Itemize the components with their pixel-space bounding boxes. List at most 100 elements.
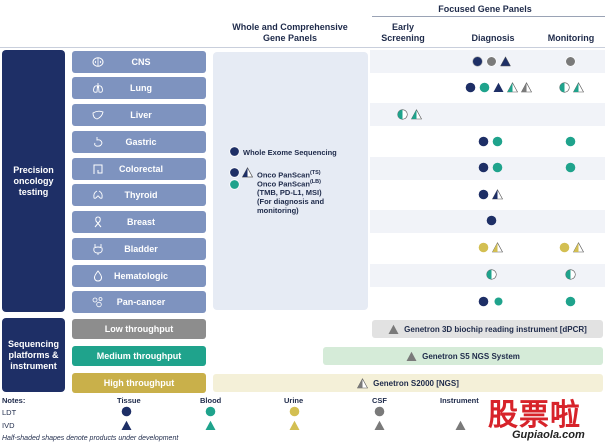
onco-lb-sup: (LB) xyxy=(309,179,321,185)
high-instrument-bar: Genetron S2000 [NGS] xyxy=(213,374,603,392)
cns-diag-tissue-ldt xyxy=(472,56,483,67)
high-throughput-label: High throughput xyxy=(72,373,206,393)
pancancer-diag-blood-ldt xyxy=(494,297,505,308)
notes-title: Notes: xyxy=(2,396,26,405)
cancer-label: Gastric xyxy=(125,137,157,147)
bladder-mon-urine-ldt xyxy=(559,242,570,253)
notes-footnote: Half-shaded shapes denote products under… xyxy=(2,435,179,442)
precision-oncology-label: Precision oncology testing xyxy=(13,164,54,197)
notes-csf: CSF xyxy=(372,396,387,405)
legend-blood-ivd xyxy=(205,420,216,431)
cancer-colorectal[interactable]: Colorectal xyxy=(72,158,206,180)
pancancer-diag-tissue-ldt xyxy=(478,296,489,307)
cancer-liver[interactable]: Liver xyxy=(72,104,206,126)
thyroid-diag-tissue-ldt xyxy=(478,189,489,200)
bladder-diag-urine-ldt xyxy=(478,242,489,253)
instrument-ivd-icon xyxy=(388,324,399,335)
pancancer-mon-blood-ldt xyxy=(565,296,576,307)
cancer-label: CNS xyxy=(131,57,151,67)
legend-tissue-ivd xyxy=(121,420,132,431)
onco-note-1: (For diagnosis and xyxy=(257,197,325,206)
header-monitoring: Monitoring xyxy=(547,33,595,43)
watermark-chinese: 股票啦 xyxy=(488,398,581,433)
lung-diag-tissue-ldt xyxy=(465,82,476,93)
header-divider xyxy=(372,16,605,17)
liver-early-blood-ldt-dev xyxy=(397,109,408,120)
hematologic-mon-blood-ldt-dev xyxy=(565,269,576,280)
cancer-thyroid[interactable]: Thyroid xyxy=(72,184,206,206)
onco-ts-name: Onco PanScan xyxy=(257,170,310,180)
colon-icon xyxy=(92,163,104,175)
cancer-breast[interactable]: Breast xyxy=(72,211,206,233)
lung-diag-blood-ldt xyxy=(479,82,490,93)
colorectal-mon-blood-ldt xyxy=(565,162,576,173)
legend-csf-ldt xyxy=(374,406,385,417)
gastric-mon-blood-ldt xyxy=(565,136,576,147)
cancer-gastric[interactable]: Gastric xyxy=(72,131,206,153)
header-bottom-line xyxy=(0,47,605,48)
cancer-label: Hematologic xyxy=(113,271,168,281)
onco-note-2: monitoring) xyxy=(257,206,299,215)
onco-ts-sup: (TS) xyxy=(309,170,321,176)
wes-tissue-ldt-marker xyxy=(229,146,240,157)
thyroid-icon xyxy=(92,189,104,201)
legend-urine-ivd xyxy=(289,420,300,431)
header-diagnosis: Diagnosis xyxy=(471,33,515,43)
header-whole: Whole and Comprehensive Gene Panels xyxy=(232,22,348,43)
whole-panel-box xyxy=(213,52,368,310)
notes-ivd: IVD xyxy=(2,421,15,430)
onco-tissue-ldt-marker xyxy=(229,167,240,178)
liver-early-blood-ivd-dev xyxy=(411,109,422,120)
cancer-label: Lung xyxy=(130,83,152,93)
sequencing-platforms-label: Sequencing platforms & instrument xyxy=(7,338,59,371)
onco-lb-label: Onco PanScan(LB) xyxy=(257,178,321,189)
low-instrument-label: Genetron 3D biochip reading instrument [… xyxy=(404,324,587,334)
legend-blood-ldt xyxy=(205,406,216,417)
medium-instrument-label: Genetron S5 NGS System xyxy=(422,351,520,361)
cns-diag-tissue-ivd xyxy=(500,56,511,67)
cancer-pan-cancer[interactable]: Pan-cancer xyxy=(72,291,206,313)
onco-ts-label: Onco PanScan(TS) xyxy=(257,169,321,180)
breast-diag-tissue-ldt xyxy=(486,215,497,226)
notes-tissue: Tissue xyxy=(117,396,141,405)
gastric-diag-blood-ldt xyxy=(492,136,503,147)
cancer-cns[interactable]: CNS xyxy=(72,51,206,73)
lung-diag-blood-ivd-dev xyxy=(507,82,518,93)
lung-mon-blood-ldt-dev xyxy=(559,82,570,93)
hematologic-diag-blood-ldt-dev xyxy=(486,269,497,280)
high-instrument-label: Genetron S2000 [NGS] xyxy=(373,378,459,388)
bladder-icon xyxy=(92,243,104,255)
legend-urine-ldt xyxy=(289,406,300,417)
notes-ldt: LDT xyxy=(2,408,17,417)
wes-label: Whole Exome Sequencing xyxy=(243,148,337,157)
onco-tissue-ivd-dev-marker xyxy=(242,167,253,178)
cancer-hematologic[interactable]: Hematologic xyxy=(72,265,206,287)
cancer-label: Breast xyxy=(126,217,155,227)
lungs-icon xyxy=(92,82,104,94)
precision-oncology-block: Precision oncology testing xyxy=(2,50,65,312)
low-throughput-label: Low throughput xyxy=(72,319,206,339)
legend-tissue-ldt xyxy=(121,406,132,417)
cns-diag-csf-ldt xyxy=(486,56,497,67)
cancer-label: Liver xyxy=(130,110,152,120)
cancer-label: Thyroid xyxy=(124,190,158,200)
lung-mon-blood-ivd-dev xyxy=(573,82,584,93)
bladder-mon-urine-ivd-dev xyxy=(573,242,584,253)
legend-csf-ivd xyxy=(374,420,385,431)
ribbon-icon xyxy=(92,216,104,228)
legend-instrument-ivd xyxy=(455,420,466,431)
header-early: Early Screening xyxy=(381,22,425,43)
liver-icon xyxy=(92,109,104,121)
cancer-label: Bladder xyxy=(124,244,158,254)
low-instrument-bar: Genetron 3D biochip reading instrument [… xyxy=(372,320,603,338)
watermark-url: Gupiaola.com xyxy=(512,429,585,441)
notes-urine: Urine xyxy=(284,396,304,405)
medium-instrument-bar: Genetron S5 NGS System xyxy=(323,347,603,365)
onco-blood-ldt-marker xyxy=(229,179,240,190)
cancer-bladder[interactable]: Bladder xyxy=(72,238,206,260)
lung-diag-csf-ivd-dev xyxy=(521,82,532,93)
colorectal-diag-tissue-ldt xyxy=(478,162,489,173)
brain-icon xyxy=(92,56,104,68)
cancer-lung[interactable]: Lung xyxy=(72,77,206,99)
stomach-icon xyxy=(92,136,104,148)
